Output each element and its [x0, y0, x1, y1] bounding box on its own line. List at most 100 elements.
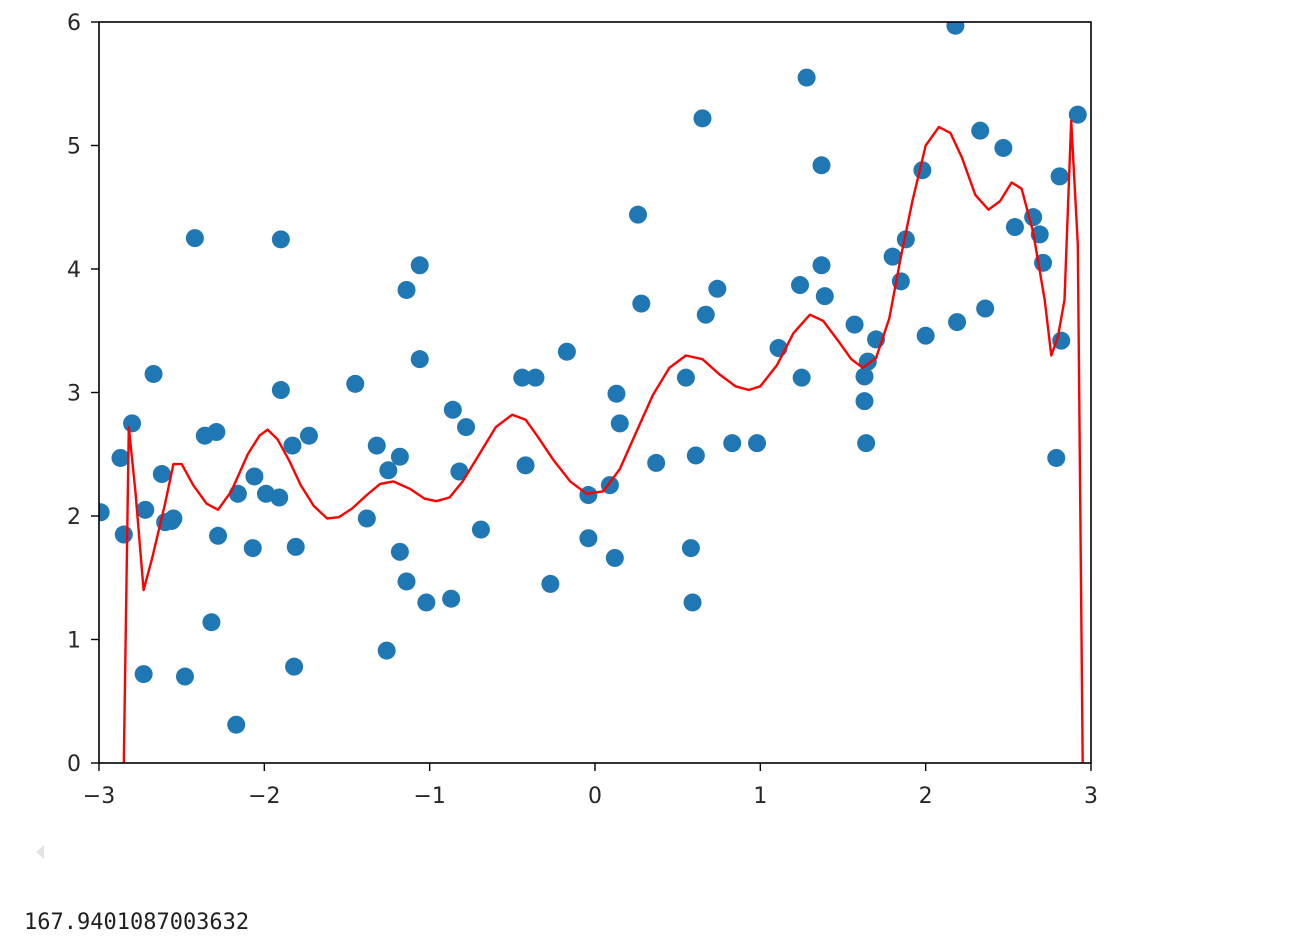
- scatter-point-98: [1052, 331, 1071, 350]
- scatter-point-76: [845, 315, 864, 334]
- x-tick-label: 2: [919, 784, 933, 809]
- scatter-point-67: [723, 434, 742, 453]
- scroll-left-icon[interactable]: [36, 845, 44, 859]
- scatter-point-28: [299, 426, 318, 445]
- scatter-point-6: [144, 364, 163, 383]
- y-tick-label: 2: [67, 505, 81, 530]
- scatter-point-63: [686, 446, 705, 465]
- scatter-point-29: [346, 374, 365, 393]
- scatter-point-10: [164, 509, 183, 528]
- scatter-point-37: [397, 280, 416, 299]
- scatter-point-68: [748, 434, 767, 453]
- scatter-point-12: [185, 229, 204, 248]
- scatter-point-45: [471, 520, 490, 539]
- scatter-point-61: [681, 539, 700, 558]
- scatter-point-39: [410, 256, 429, 275]
- scatter-point-7: [152, 465, 171, 484]
- axes-frame: [98, 21, 1092, 764]
- scatter-point-22: [270, 488, 289, 507]
- scatter-point-26: [285, 657, 304, 676]
- y-tick-label: 4: [67, 258, 81, 283]
- scatter-point-71: [792, 368, 811, 387]
- scatter-point-42: [443, 400, 462, 419]
- y-axis: 0 1 2 3 4 5 6: [67, 11, 99, 777]
- scatter-point-18: [228, 484, 247, 503]
- scatter-point-88: [948, 313, 967, 332]
- x-tick-label: 3: [1084, 784, 1098, 809]
- x-tick-label: −1: [413, 784, 445, 809]
- chart: −3 −2 −1 0 1 2 3 0 1 2 3 4 5 6: [67, 11, 1098, 809]
- scatter-point-34: [390, 447, 409, 466]
- scatter-point-11: [175, 667, 194, 686]
- curve-line: [122, 119, 1084, 763]
- scatter-point-96: [1047, 448, 1066, 467]
- scatter-point-0: [99, 503, 110, 522]
- scatter-point-31: [367, 436, 386, 455]
- scatter-point-14: [202, 613, 221, 632]
- scatter-point-24: [271, 381, 290, 400]
- scatter-point-73: [812, 156, 831, 175]
- scatter-point-41: [442, 589, 461, 608]
- scatter-point-86: [916, 326, 935, 345]
- scatter-point-77: [855, 367, 874, 386]
- scatter-point-55: [607, 384, 626, 403]
- scatter-point-4: [134, 665, 153, 684]
- scatter-point-30: [357, 509, 376, 528]
- scatter-point-43: [450, 462, 469, 481]
- y-tick-label: 1: [67, 629, 81, 654]
- scatter-point-52: [579, 486, 598, 505]
- output-value: 167.9401087003632: [24, 910, 250, 935]
- scatter-point-49: [541, 574, 560, 593]
- scatter-point-5: [136, 500, 155, 519]
- scatter-point-47: [516, 456, 535, 475]
- scatter-point-90: [976, 299, 995, 318]
- scatter-point-2: [114, 525, 133, 544]
- scatter-point-60: [676, 368, 695, 387]
- scatter-point-79: [857, 434, 876, 453]
- scatter-point-72: [797, 68, 816, 87]
- scatter-point-51: [579, 529, 598, 548]
- scatter-point-38: [410, 350, 429, 369]
- scatter-point-64: [693, 109, 712, 128]
- scatter-point-99: [1068, 105, 1087, 124]
- scatter-point-92: [1005, 218, 1024, 237]
- scatter-point-25: [283, 436, 302, 455]
- scatter-point-56: [610, 414, 629, 433]
- scatter-point-57: [628, 205, 647, 224]
- x-axis: −3 −2 −1 0 1 2 3: [83, 763, 1098, 809]
- scatter-point-58: [632, 294, 651, 313]
- scatter-point-87: [946, 22, 965, 35]
- scatter-points: [99, 22, 1087, 734]
- scatter-point-84: [896, 230, 915, 249]
- scatter-point-36: [397, 572, 416, 591]
- scatter-point-20: [245, 467, 264, 486]
- scatter-point-89: [971, 121, 990, 140]
- scatter-point-74: [812, 256, 831, 275]
- scatter-point-54: [605, 548, 624, 567]
- fitted-curve: [122, 119, 1084, 763]
- scatter-point-35: [390, 542, 409, 561]
- scatter-point-91: [994, 138, 1013, 157]
- scatter-point-59: [647, 453, 666, 472]
- y-tick-label: 6: [67, 11, 81, 36]
- scatter-point-23: [271, 230, 290, 249]
- y-tick-label: 5: [67, 135, 81, 160]
- scatter-point-16: [209, 526, 228, 545]
- scatter-point-3: [123, 414, 142, 433]
- scatter-point-1: [111, 448, 130, 467]
- x-tick-label: −2: [248, 784, 280, 809]
- scatter-point-97: [1050, 167, 1069, 186]
- scatter-point-40: [417, 593, 436, 612]
- scatter-point-27: [286, 537, 305, 556]
- scatter-point-19: [243, 539, 262, 558]
- scatter-point-44: [457, 418, 476, 437]
- scatter-point-66: [708, 279, 727, 298]
- scatter-point-33: [379, 461, 398, 480]
- scatter-point-17: [227, 715, 246, 734]
- scatter-point-50: [557, 342, 576, 361]
- scatter-point-78: [855, 392, 874, 411]
- scatter-point-82: [883, 247, 902, 266]
- x-tick-label: −3: [83, 784, 115, 809]
- y-tick-label: 0: [67, 752, 81, 777]
- y-tick-label: 3: [67, 382, 81, 407]
